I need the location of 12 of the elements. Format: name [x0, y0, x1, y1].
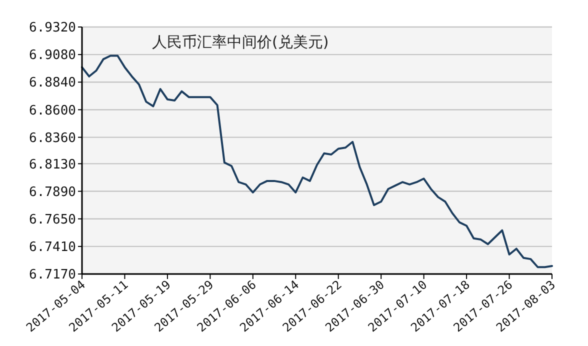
text: 人民币汇率中间价(兑美元)	[152, 33, 329, 51]
line-series	[81, 54, 553, 268]
y-tick-label: 6.8360	[29, 130, 76, 146]
y-tick-label: 6.9320	[29, 20, 76, 36]
y-tick-label: 6.7650	[29, 212, 76, 228]
y-tick-label: 6.7890	[29, 184, 76, 200]
y-tick-label: 6.8840	[29, 76, 76, 91]
y-tick-label: 6.7410	[29, 240, 76, 255]
y-tick-label: 6.7170	[29, 268, 76, 283]
y-tick-label: 6.8130	[29, 157, 76, 172]
y-tick-label: 6.8600	[29, 103, 76, 118]
y-tick-label: 6.9080	[29, 48, 76, 64]
